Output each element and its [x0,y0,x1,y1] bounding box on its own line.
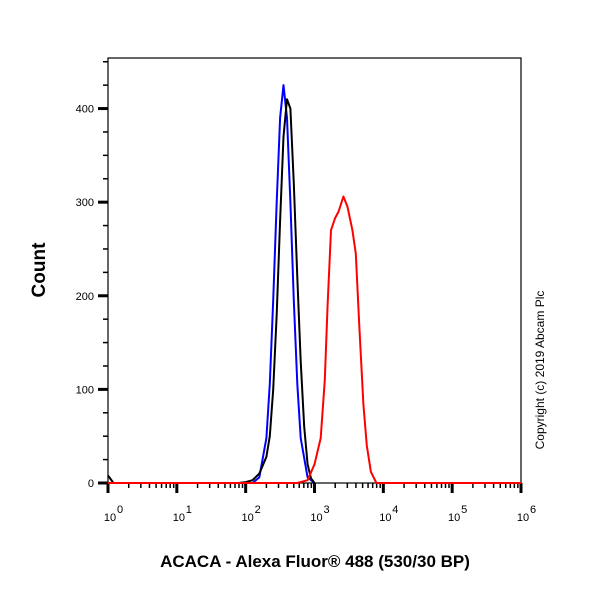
x-tick-label: 10 [242,512,254,524]
x-tick-exponent: 5 [461,504,467,516]
x-tick-label: 10 [379,512,391,524]
x-tick-label: 10 [173,512,185,524]
x-axis-label: ACACA - Alexa Fluor® 488 (530/30 BP) [160,552,470,571]
y-axis-label: Count [29,242,50,298]
y-tick-label: 100 [76,384,94,396]
x-tick-exponent: 1 [186,504,192,516]
x-tick-exponent: 3 [323,504,329,516]
x-tick-label: 10 [104,512,116,524]
x-tick-exponent: 2 [255,504,261,516]
y-tick-label: 0 [88,478,94,490]
x-tick-exponent: 0 [117,504,123,516]
y-tick-label: 200 [76,291,94,303]
x-tick-exponent: 4 [392,504,398,516]
x-tick-label: 10 [517,512,529,524]
series-line-1 [107,98,316,484]
x-tick-label: 10 [448,512,460,524]
x-tick-exponent: 6 [530,504,536,516]
x-tick-label: 10 [310,512,322,524]
y-tick-label: 400 [76,104,94,116]
copyright-annotation: Copyright (c) 2019 Abcam Plc [533,290,547,450]
y-tick-label: 300 [76,197,94,209]
series-line-0 [251,84,316,484]
plot-frame [107,57,522,484]
series-line-2 [108,195,521,484]
